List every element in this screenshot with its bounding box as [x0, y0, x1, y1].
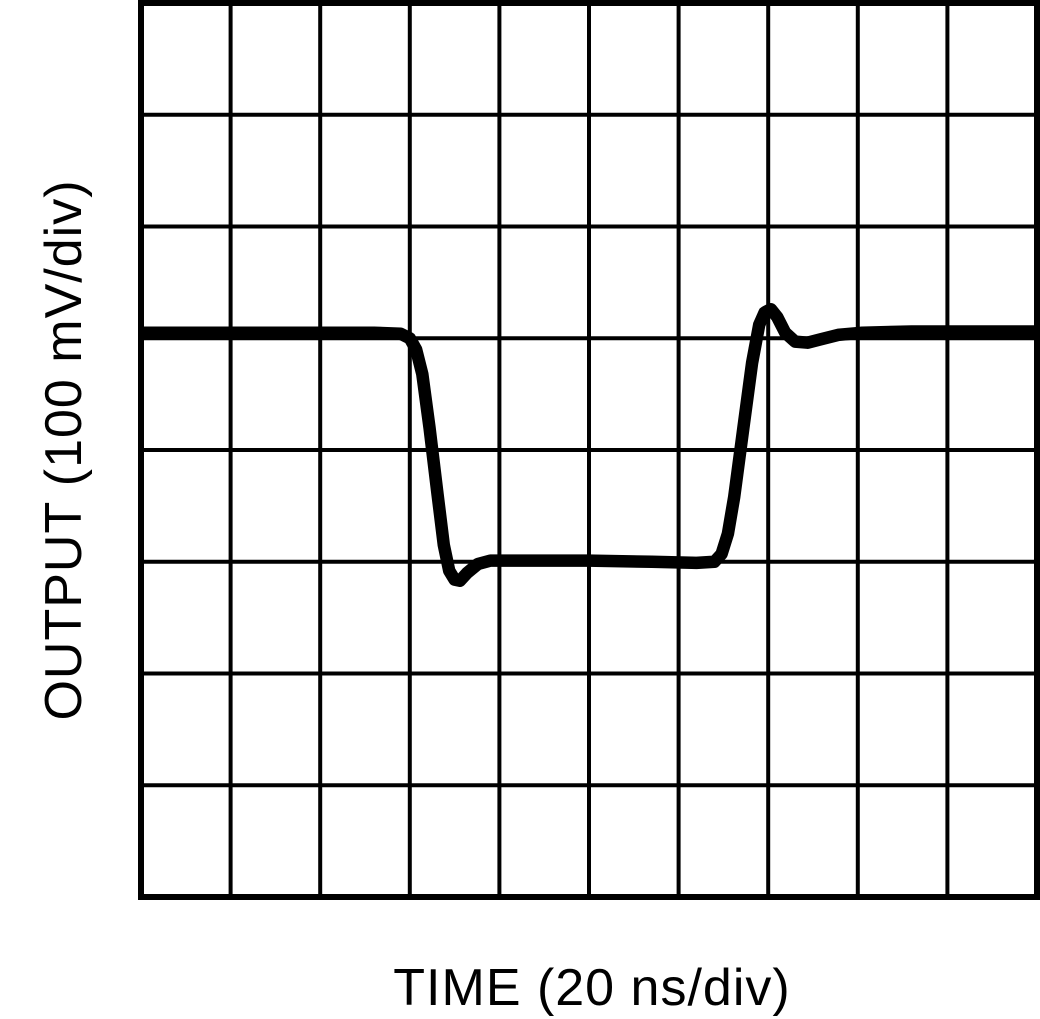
y-axis-label: OUTPUT (100 mV/div) — [35, 179, 93, 721]
graticule-grid — [141, 3, 1037, 897]
waveform-trace — [141, 302, 1037, 587]
x-axis-label: TIME (20 ns/div) — [393, 959, 791, 1017]
graticule-border — [138, 0, 1040, 900]
